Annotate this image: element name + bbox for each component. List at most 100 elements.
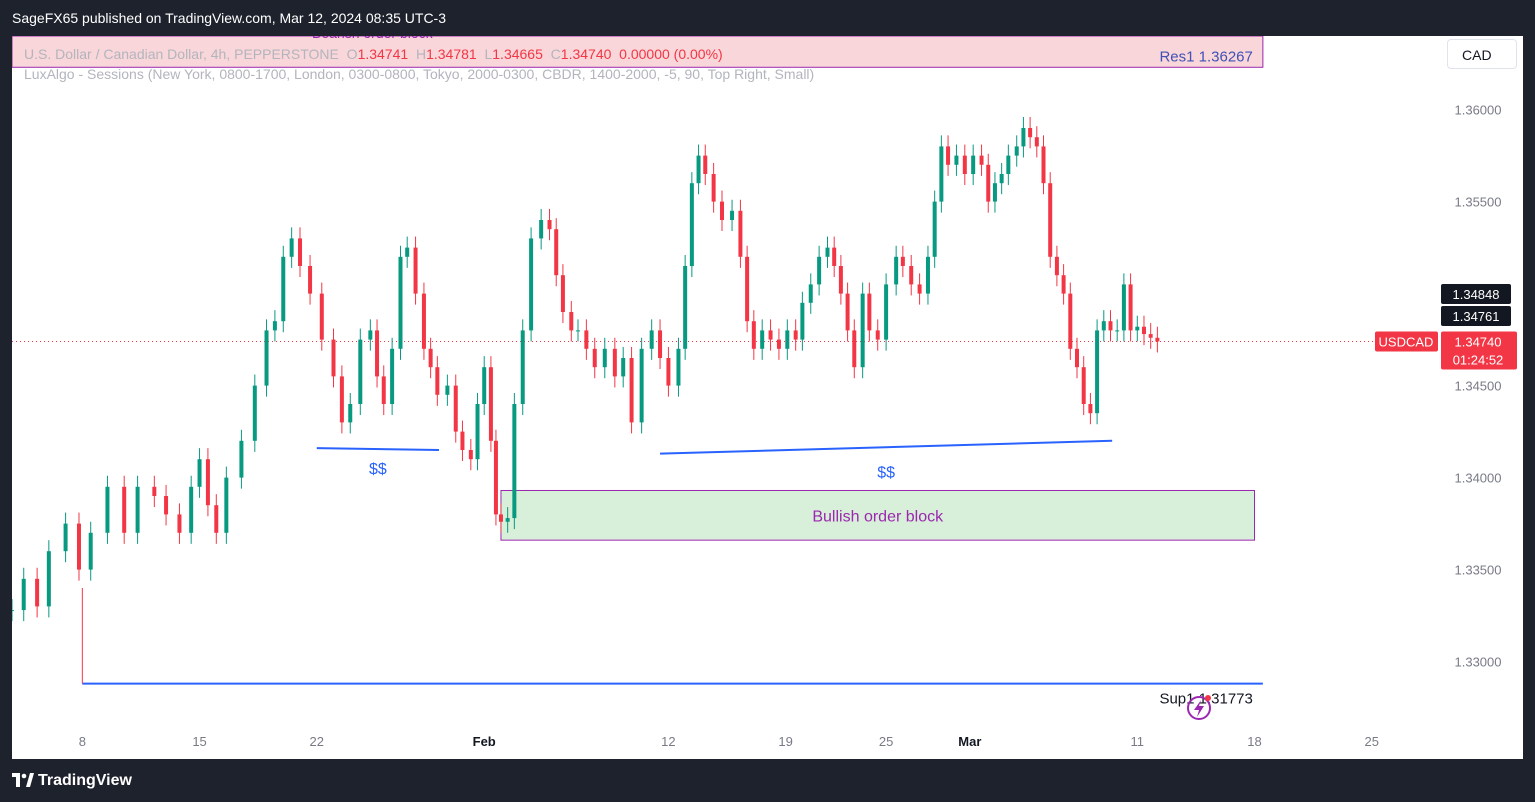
tradingview-logo[interactable]: TradingView xyxy=(12,772,132,790)
candle-body xyxy=(281,256,286,322)
candle-body xyxy=(793,330,798,340)
candle-body xyxy=(730,210,735,220)
candle-body xyxy=(962,155,967,174)
candle-body xyxy=(852,330,857,368)
brand-name: TradingView xyxy=(38,772,132,789)
candle-body xyxy=(1075,348,1079,368)
y-tick-label: 1.33000 xyxy=(1455,655,1502,670)
candle-body xyxy=(308,266,313,294)
candle-body xyxy=(460,431,465,450)
publish-bar: SageFX65 published on TradingView.com, M… xyxy=(0,0,1535,36)
candle-body xyxy=(1006,155,1011,174)
candle-body xyxy=(1014,146,1019,156)
indicator-legend[interactable]: LuxAlgo - Sessions (New York, 0800-1700,… xyxy=(24,66,815,82)
res1-label: Res1 1.36267 xyxy=(1159,48,1252,65)
candle-body xyxy=(1041,146,1046,184)
price-label: 1.34761 xyxy=(1453,309,1500,324)
liquidity-line xyxy=(660,439,1113,455)
candle-body xyxy=(428,348,433,368)
high-label: H xyxy=(415,46,427,62)
candle-body xyxy=(1028,128,1033,138)
y-tick-label: 1.36000 xyxy=(1455,103,1502,118)
candle-body xyxy=(488,367,493,441)
candle-body xyxy=(493,440,498,515)
candle-body xyxy=(711,174,716,202)
candle-body xyxy=(939,146,944,202)
candle-body xyxy=(602,348,607,368)
candle-body xyxy=(205,459,210,506)
candle-body xyxy=(785,330,790,349)
candle-body xyxy=(569,312,574,331)
candle-body xyxy=(860,293,865,368)
candle-body xyxy=(1135,326,1140,331)
candle-body xyxy=(979,155,984,165)
candle-body xyxy=(547,220,552,230)
candle-body xyxy=(621,358,626,377)
candle-body xyxy=(468,450,473,460)
candle-body xyxy=(46,551,51,607)
candle-body xyxy=(122,486,127,533)
candle-body xyxy=(745,256,750,322)
x-tick-label: Mar xyxy=(958,734,981,749)
currency-button[interactable]: CAD xyxy=(1447,39,1517,69)
candle-body xyxy=(135,486,140,533)
y-tick-label: 1.34500 xyxy=(1455,379,1502,394)
x-tick-label: 22 xyxy=(310,734,324,749)
candle-body xyxy=(1148,334,1153,338)
candle-body xyxy=(845,293,850,331)
bullish-order-block xyxy=(500,489,1255,541)
candle-body xyxy=(592,348,597,368)
lightning-dot xyxy=(1205,695,1211,701)
bar-countdown: 01:24:52 xyxy=(1453,352,1504,367)
candle-body xyxy=(197,459,202,487)
change-value: 0.00000 (0.00%) xyxy=(619,46,723,62)
candle-body xyxy=(971,155,976,174)
candle-body xyxy=(1141,326,1146,335)
price-label-box xyxy=(1441,284,1511,304)
candle-body xyxy=(375,330,380,377)
candle-body xyxy=(21,578,26,611)
candle-body xyxy=(298,238,303,266)
candle-body xyxy=(252,385,257,441)
candle-body xyxy=(1021,128,1026,147)
candle-body xyxy=(760,330,765,349)
bearish-order-block-label: Bearish order block xyxy=(312,36,434,41)
x-tick-label: 25 xyxy=(879,734,893,749)
bearish-order-block xyxy=(12,36,1264,68)
low-value: 1.34665 xyxy=(492,46,543,62)
candle-body xyxy=(768,330,773,340)
open-label: O xyxy=(346,46,358,62)
candle-body xyxy=(1048,183,1053,257)
candle-body xyxy=(339,376,344,423)
candle-body xyxy=(177,514,182,533)
lightning-icon[interactable] xyxy=(1187,695,1211,720)
candle-body xyxy=(529,238,534,331)
candle-body xyxy=(738,210,743,257)
last-price-label: 1.34740 xyxy=(1455,334,1502,349)
candle-body xyxy=(475,404,480,460)
symbol-tag-box xyxy=(1375,331,1438,352)
liquidity-label: $$ xyxy=(877,465,895,482)
candle-body xyxy=(35,578,40,607)
candle-body xyxy=(1108,321,1113,331)
candle-body xyxy=(925,256,930,294)
candle-body xyxy=(505,518,510,522)
candle-body xyxy=(445,385,450,395)
candle-body xyxy=(1101,321,1106,331)
y-tick-label: 1.33500 xyxy=(1455,563,1502,578)
liquidity-line xyxy=(316,447,440,451)
candle-body xyxy=(875,330,880,340)
candle-body xyxy=(894,256,899,285)
candle-body xyxy=(575,330,580,332)
candle-body xyxy=(676,348,681,386)
candle-body xyxy=(12,610,14,612)
price-chart[interactable]: Bearish order block Res1 1.36267 Bullish o… xyxy=(12,36,1523,759)
candle-body xyxy=(900,256,905,266)
candle-body xyxy=(629,358,634,423)
candle-body xyxy=(992,183,997,202)
candle-body xyxy=(658,330,663,358)
candle-body xyxy=(239,440,244,478)
candle-body xyxy=(63,523,68,552)
chart-area[interactable]: Bearish order block Res1 1.36267 Bullish o… xyxy=(12,36,1523,759)
candle-body xyxy=(1121,284,1126,331)
